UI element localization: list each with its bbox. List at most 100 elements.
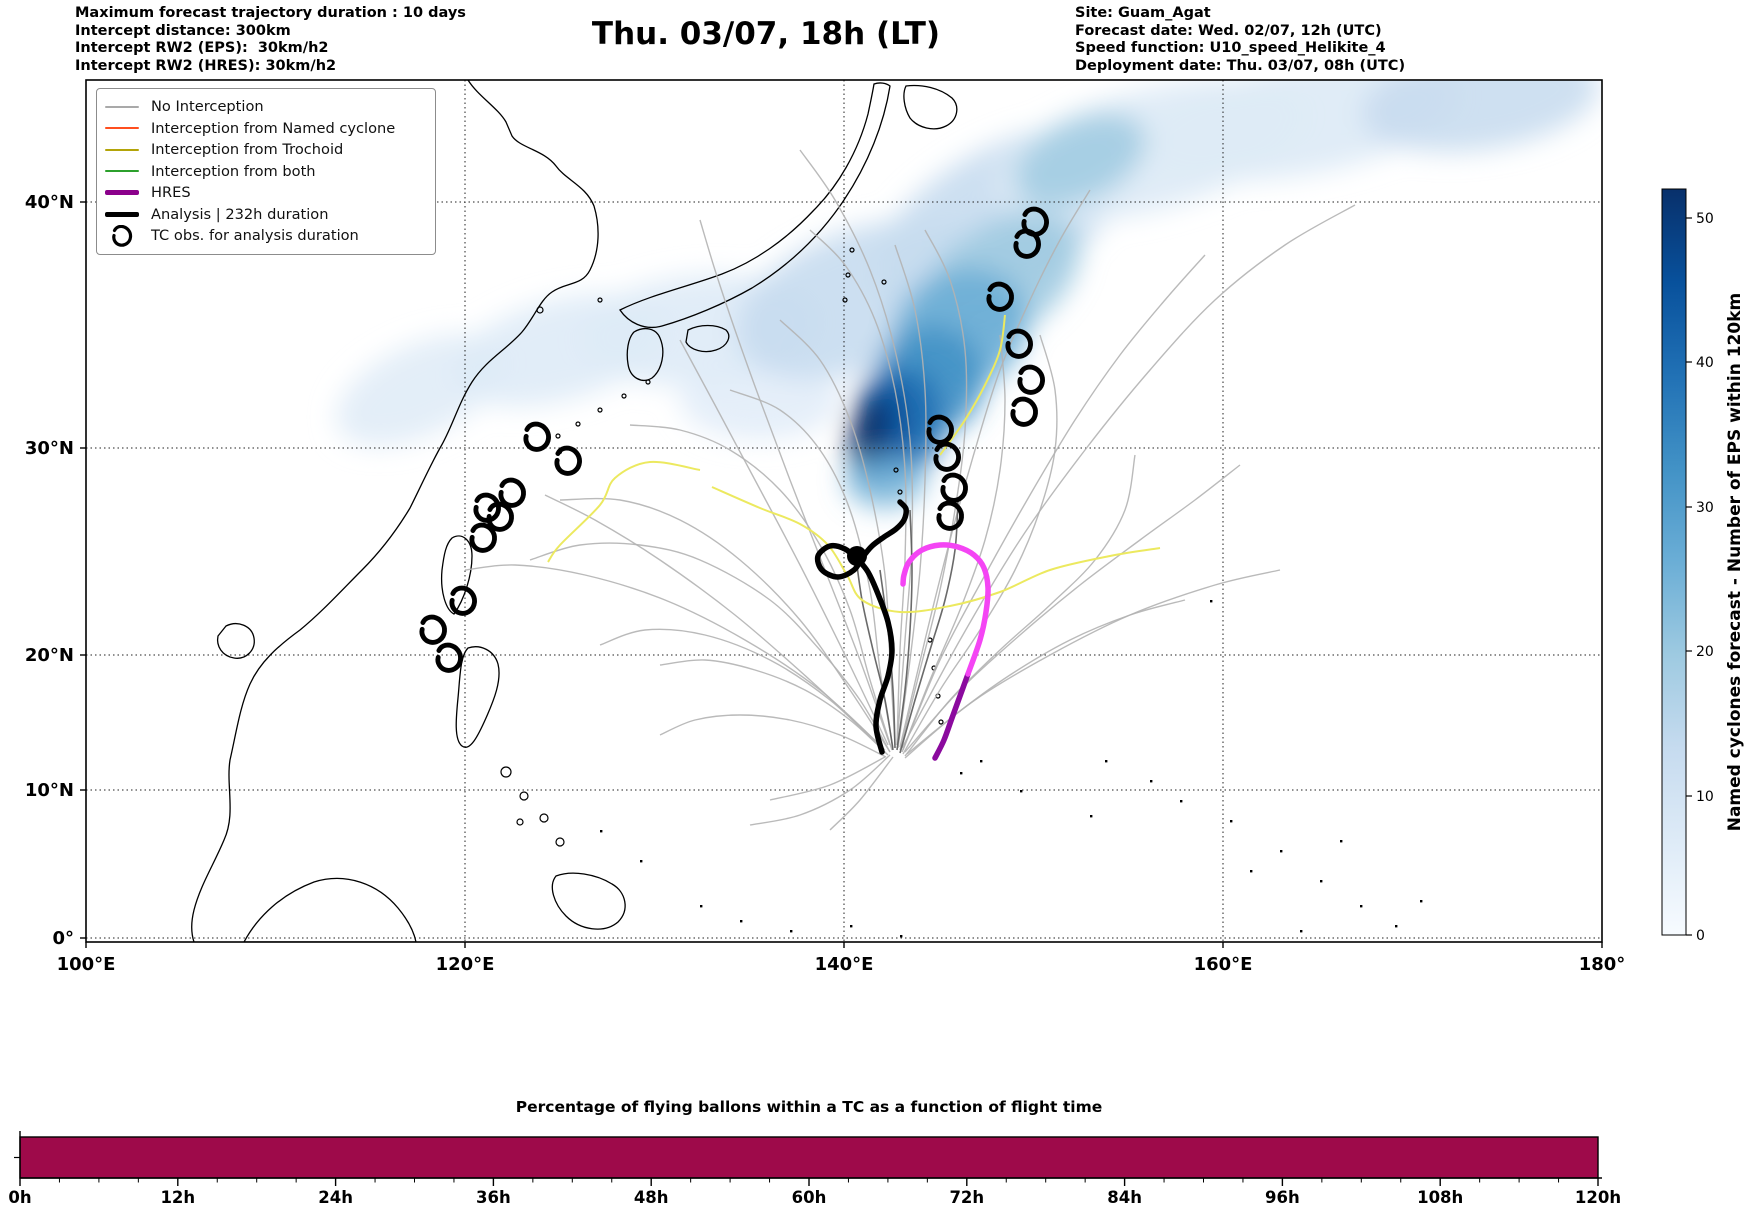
coastline-path <box>685 324 730 353</box>
legend-line <box>105 211 139 217</box>
tc-obs-cyclone-icon <box>933 441 961 472</box>
tc-obs-cyclone-icon <box>419 614 447 645</box>
island-outline <box>555 433 561 439</box>
coastlines <box>191 80 1423 942</box>
island-outline <box>536 306 544 314</box>
legend-line-swatch <box>105 148 139 151</box>
coastline-path <box>903 84 958 130</box>
island-speck <box>600 830 603 833</box>
colorbar: 0 10 20 30 40 50 Named cyclones forecast - Num… <box>1661 188 1745 944</box>
ensemble-track <box>544 494 884 749</box>
bar-x-tick-label: 0h <box>8 1188 31 1207</box>
legend-item-6: TC obs. for analysis duration <box>105 224 427 247</box>
tc-obs-cyclone-icon <box>486 501 514 532</box>
percentage-bar <box>19 1136 1599 1179</box>
ensemble-track <box>894 244 927 749</box>
x-tick-label: 120°E <box>436 954 495 975</box>
island-speck <box>740 920 743 923</box>
ensemble-track <box>902 254 1206 751</box>
island-speck <box>1395 925 1398 928</box>
coastline-path <box>243 877 417 942</box>
tc-observation-markers <box>419 206 1049 673</box>
y-tick-label: 20°N <box>25 645 74 666</box>
header-right-block: Site: Guam_Agat Forecast date: Wed. 02/0… <box>1075 5 1406 74</box>
island-outline <box>621 393 627 399</box>
legend-line <box>105 190 139 196</box>
island-speck <box>640 860 643 863</box>
island-speck <box>1105 760 1108 763</box>
legend-label: Interception from Named cyclone <box>151 119 396 137</box>
coastline-path <box>455 646 500 748</box>
y-tick-label: 10°N <box>25 780 74 801</box>
flight-time-bar-chart: Percentage of flying ballons within a TC… <box>8 1098 1621 1207</box>
island-speck <box>1210 600 1213 603</box>
bar-x-tick-label: 36h <box>476 1188 511 1207</box>
bar-x-tick-label: 72h <box>949 1188 984 1207</box>
island-outline <box>842 297 848 303</box>
trochoid-interception-track <box>939 314 1006 456</box>
island-speck <box>1280 850 1283 853</box>
tc-obs-cyclone-icon <box>1017 364 1045 395</box>
colorbar-tick-label: 10 <box>1696 789 1714 805</box>
coastline-path <box>216 623 255 659</box>
island-speck <box>1180 800 1183 803</box>
ensemble-track <box>904 454 1136 757</box>
bar-x-tick-label: 48h <box>634 1188 669 1207</box>
island-outline <box>519 791 529 801</box>
colorbar-tick-label: 50 <box>1696 211 1714 227</box>
ensemble-track <box>679 339 889 746</box>
legend-line-swatch <box>105 190 139 196</box>
legend-item-2: Interception from Trochoid <box>105 139 427 161</box>
island-outline <box>893 467 899 473</box>
ensemble-track <box>899 189 1091 748</box>
island-outline <box>597 297 603 303</box>
tc-obs-cyclone-icon <box>498 477 526 508</box>
ensemble-track <box>901 204 1356 749</box>
bar-x-tick-label: 12h <box>160 1188 195 1207</box>
island-outline <box>516 818 524 826</box>
island-speck <box>700 905 703 908</box>
hres-track <box>900 542 991 677</box>
tc-obs-cyclone-icon <box>936 500 964 531</box>
tc-obs-cyclone-icon <box>1010 396 1038 427</box>
trajectory-tracks <box>464 149 1356 831</box>
ensemble-track <box>906 569 1281 755</box>
legend-label: HRES <box>151 184 191 202</box>
legend-line-swatch <box>105 105 139 108</box>
analysis-tc-knot <box>847 546 867 566</box>
tc-obs-cyclone-icon <box>1005 328 1033 359</box>
legend-item-3: Interception from both <box>105 161 427 183</box>
legend-item-0: No Interception <box>105 96 427 118</box>
tc-obs-cyclone-icon <box>1021 206 1049 237</box>
tc-obs-cyclone-icon <box>926 414 954 445</box>
island-speck <box>900 935 903 938</box>
tc-obs-cyclone-icon <box>940 472 968 503</box>
island-outline <box>539 813 549 823</box>
bar-x-tick-label: 96h <box>1265 1188 1300 1207</box>
coastline-path <box>191 80 599 942</box>
density-blob-layer <box>336 80 1600 508</box>
x-tick-label: 160°E <box>1194 954 1253 975</box>
cyclone-icon <box>105 224 139 247</box>
coastline-path <box>619 82 891 328</box>
y-tick-label: 30°N <box>25 438 74 459</box>
tc-obs-cyclone-icon <box>435 642 463 673</box>
island-speck <box>1150 780 1153 783</box>
ensemble-track <box>829 756 894 831</box>
island-speck <box>1420 900 1423 903</box>
island-outline <box>575 421 581 427</box>
legend-line-swatch <box>105 170 139 173</box>
ensemble-track <box>799 149 914 746</box>
ensemble-track-dark <box>854 549 894 751</box>
bar-x-tick-label: 24h <box>318 1188 353 1207</box>
x-tick-label: 100°E <box>57 954 116 975</box>
island-speck <box>1020 790 1023 793</box>
legend-label: Analysis | 232h duration <box>151 205 329 223</box>
legend-label: TC obs. for analysis duration <box>151 227 359 245</box>
island-outline <box>500 766 512 778</box>
legend-line <box>105 170 139 173</box>
legend-line <box>105 127 139 130</box>
island-outline <box>938 719 944 725</box>
ensemble-track <box>699 219 891 746</box>
density-blob <box>1014 113 1146 207</box>
